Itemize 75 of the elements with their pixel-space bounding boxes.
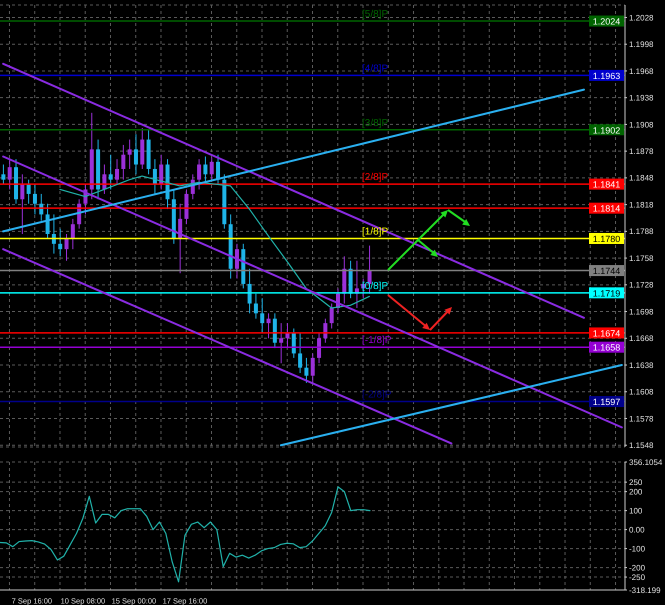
- line-series: [0, 486, 370, 582]
- annotation: [5/8]P: [362, 9, 388, 20]
- y-tick-label: 1.1848: [629, 174, 654, 183]
- y-tick-label: 1.1728: [629, 280, 654, 290]
- candlestick: [210, 156, 214, 180]
- annotation: [1/8]P: [362, 226, 388, 238]
- candlestick: [292, 328, 296, 358]
- candlestick: [323, 318, 328, 344]
- ref-line-label: 1.1814: [592, 204, 620, 214]
- y-tick-label: 1.1968: [629, 66, 654, 76]
- candlestick: [279, 322, 284, 364]
- candlestick: [121, 144, 126, 180]
- ref-line-label: 1.1902: [592, 125, 620, 136]
- y-tick-label: 1.1938: [629, 94, 654, 103]
- candlestick: [248, 268, 252, 314]
- candlestick: [115, 158, 120, 185]
- y-tick-label: 1.1668: [629, 334, 654, 344]
- y-tick-label: 1.1998: [629, 40, 654, 50]
- candlestick: [330, 303, 334, 329]
- y-tick-label: 200: [629, 487, 643, 496]
- candlestick: [159, 154, 164, 190]
- candlestick: [310, 352, 315, 384]
- candlestick: [64, 234, 69, 262]
- y-tick-label: 250: [629, 478, 643, 487]
- y-tick-label: -200: [629, 563, 646, 572]
- y-tick-label: -250: [629, 572, 646, 582]
- candlestick: [234, 243, 239, 280]
- annotation: [4/8]P: [362, 63, 388, 74]
- y-tick-label: 1.1698: [629, 307, 654, 316]
- y-tick-label: 1.1638: [629, 360, 654, 370]
- candlestick: [108, 154, 113, 190]
- candlestick: [317, 332, 322, 364]
- y-tick-label: 1.2028: [629, 13, 654, 22]
- y-tick-label: 356.1054: [629, 458, 663, 467]
- y-tick-label: 1.1578: [629, 414, 654, 424]
- y-tick-label: 1.1788: [629, 227, 654, 236]
- y-tick-label: -100: [629, 544, 646, 554]
- candlestick: [285, 322, 290, 349]
- y-tick-label: 1.1878: [629, 146, 654, 156]
- ref-line-label: 1.1719: [592, 288, 620, 298]
- candlestick: [128, 139, 132, 170]
- candlestick: [260, 298, 264, 334]
- candlestick: [32, 184, 37, 215]
- y-tick-label: 1.1608: [629, 388, 654, 397]
- candlestick: [70, 218, 75, 250]
- ref-line-label: 1.1597: [592, 397, 620, 408]
- candlestick: [26, 179, 31, 204]
- candlestick: [8, 158, 12, 190]
- y-tick-label: 1.1758: [629, 254, 654, 263]
- ref-line-label: 1.1674: [592, 328, 620, 338]
- y-tick-label: 100: [629, 506, 643, 516]
- annotation: [-2/8]P: [362, 390, 392, 401]
- annotation: [2/8]P: [362, 172, 388, 184]
- candlestick: [197, 158, 202, 190]
- ref-line-label: 1.1963: [592, 70, 620, 81]
- ref-line-label: 1.1841: [592, 180, 620, 190]
- candlestick: [134, 134, 138, 175]
- y-tick-label: 1.1548: [629, 441, 654, 450]
- candlestick: [298, 332, 302, 374]
- candlestick: [1, 164, 6, 185]
- annotation: [-1/8]P: [362, 335, 392, 346]
- ref-line-label: 1.1744: [592, 266, 620, 276]
- y-tick-label: -318.199: [629, 586, 662, 595]
- y-tick-label: 1.1908: [629, 120, 654, 130]
- y-tick-label: 1.1818: [629, 200, 654, 210]
- candlestick: [266, 312, 271, 339]
- ref-line-label: 1.1658: [592, 342, 620, 353]
- y-tick-label: 0.00: [629, 525, 646, 534]
- annotation: [3/8]P: [362, 118, 388, 129]
- candlestick: [58, 228, 62, 257]
- ref-line-label: 1.1780: [592, 234, 620, 244]
- candlestick: [20, 174, 24, 235]
- candlestick: [304, 357, 308, 384]
- ref-line-label: 1.2024: [592, 16, 620, 27]
- candlestick: [254, 293, 258, 320]
